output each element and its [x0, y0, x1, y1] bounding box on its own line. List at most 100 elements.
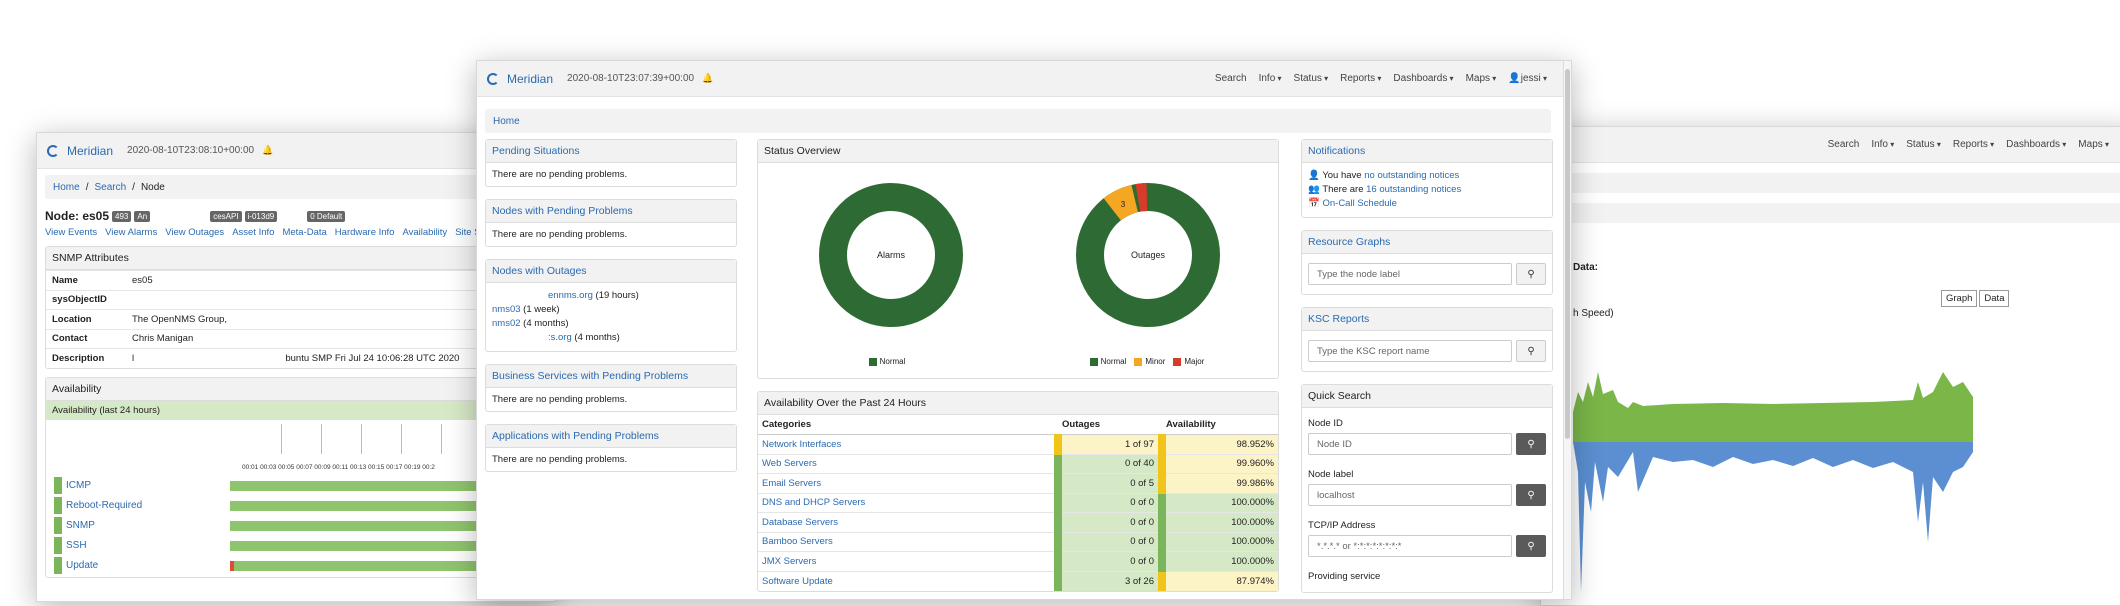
- tcpip-search-button[interactable]: ⚲: [1516, 535, 1546, 557]
- node-label-input[interactable]: Type the node label: [1308, 263, 1512, 285]
- menu-search[interactable]: Search: [1214, 73, 1247, 84]
- table-row: Description l buntu SMP Fri Jul 24 10:06:2…: [46, 348, 546, 368]
- traffic-graph: [1573, 372, 1973, 592]
- menu-search[interactable]: Search: [1827, 139, 1860, 150]
- category-link[interactable]: Network Interfaces: [762, 438, 842, 450]
- link-view-events[interactable]: View Events: [45, 227, 98, 238]
- menu-info[interactable]: Info: [1259, 73, 1282, 84]
- snmp-table: Name es05 sysObjectID Location The OpenNMS…: [46, 270, 546, 368]
- node-title: Node: es05: [45, 209, 110, 223]
- crumb-search[interactable]: Search: [94, 181, 127, 193]
- on-call-link[interactable]: On-Call Schedule: [1322, 198, 1397, 209]
- service-ssh[interactable]: SSH: [66, 540, 87, 551]
- status-overview-panel: Status Overview Alarms 40 Outages 3 36 N…: [757, 139, 1279, 379]
- outage-node[interactable]: :s.org: [548, 332, 572, 343]
- brand-name[interactable]: Meridian: [507, 71, 554, 86]
- service-row: SSH: [54, 537, 538, 554]
- category-link[interactable]: Email Servers: [762, 477, 822, 489]
- link-hardware-info[interactable]: Hardware Info: [334, 227, 395, 238]
- notifications-panel: Notifications 👤 You have no outstanding …: [1301, 139, 1553, 218]
- tcpip-input[interactable]: *.*.*.* or *:*:*:*:*:*:*:*: [1308, 535, 1512, 557]
- notifications-title[interactable]: Notifications: [1302, 140, 1552, 163]
- outage-node[interactable]: nms03: [492, 304, 521, 315]
- tcpip-label: TCP/IP Address: [1308, 520, 1376, 531]
- service-icmp[interactable]: ICMP: [66, 480, 91, 491]
- legend-minor: Minor: [1134, 357, 1165, 366]
- search-icon: ⚲: [1527, 489, 1535, 501]
- menu-dashboards[interactable]: Dashboards: [2006, 139, 2066, 150]
- menu-maps[interactable]: Maps: [1466, 73, 1497, 84]
- badge-label: An: [134, 210, 151, 222]
- service-reboot-required[interactable]: Reboot-Required: [66, 500, 143, 511]
- link-view-alarms[interactable]: View Alarms: [105, 227, 158, 238]
- business-services-title[interactable]: Business Services with Pending Problems: [486, 365, 736, 388]
- menu-reports[interactable]: Reports: [1340, 73, 1381, 84]
- pending-situations-title[interactable]: Pending Situations: [486, 140, 736, 163]
- search-button[interactable]: ⚲: [1516, 340, 1546, 362]
- my-notices-link[interactable]: no outstanding notices: [1364, 170, 1460, 181]
- legend-major: Major: [1173, 357, 1204, 366]
- menu-dashboards[interactable]: Dashboards: [1393, 73, 1453, 84]
- resource-graphs-title[interactable]: Resource Graphs: [1302, 231, 1552, 254]
- timeline-labels: 00:01 00:03 00:05 00:07 00:09 00:11 00:1…: [242, 464, 435, 471]
- nodes-pending-title[interactable]: Nodes with Pending Problems: [486, 200, 736, 223]
- status-overview-title: Status Overview: [758, 140, 1278, 163]
- col-availability: Availability: [1162, 415, 1278, 435]
- category-link[interactable]: Database Servers: [762, 516, 839, 528]
- node-label-search-button[interactable]: ⚲: [1516, 484, 1546, 506]
- col-outages: Outages: [1058, 415, 1162, 435]
- category-link[interactable]: DNS and DHCP Servers: [762, 497, 866, 509]
- availability-sub: Availability (last 24 hours): [46, 401, 546, 420]
- service-update[interactable]: Update: [66, 560, 99, 571]
- nodes-outages-title[interactable]: Nodes with Outages: [486, 260, 736, 283]
- crumb-home[interactable]: Home: [53, 181, 80, 193]
- node-id-search-button[interactable]: ⚲: [1516, 433, 1546, 455]
- category-link[interactable]: JMX Servers: [762, 555, 817, 567]
- category-link[interactable]: Bamboo Servers: [762, 536, 833, 548]
- service-snmp[interactable]: SNMP: [66, 520, 95, 531]
- menu-maps[interactable]: Maps: [2078, 139, 2109, 150]
- menu-reports[interactable]: Reports: [1953, 139, 1994, 150]
- service-row: SNMP: [54, 517, 538, 534]
- link-asset-info[interactable]: Asset Info: [232, 227, 275, 238]
- all-notices-link[interactable]: 16 outstanding notices: [1366, 184, 1462, 195]
- menu-status[interactable]: Status: [1294, 73, 1329, 84]
- link-availability[interactable]: Availability: [402, 227, 448, 238]
- providing-service-label: Providing service: [1308, 571, 1381, 582]
- bell-icon[interactable]: 🔔: [262, 145, 274, 155]
- ksc-report-input[interactable]: Type the KSC report name: [1308, 340, 1512, 362]
- badge-id: 493: [112, 210, 132, 222]
- outage-node[interactable]: ennms.org: [548, 290, 593, 301]
- brand-name[interactable]: Meridian: [67, 143, 114, 158]
- ksc-title[interactable]: KSC Reports: [1302, 308, 1552, 331]
- service-row: Update: [54, 557, 538, 574]
- bell-icon[interactable]: 🔔: [702, 73, 714, 83]
- table-row: DNS and DHCP Servers 0 of 0 100.000%: [758, 492, 1278, 513]
- outage-node[interactable]: nms02: [492, 318, 521, 329]
- service-list: ICMP Reboot-Required SNMP SSH Update: [46, 477, 546, 574]
- search-button[interactable]: ⚲: [1516, 263, 1546, 285]
- right-breadcrumb: [1541, 173, 2120, 193]
- applications-body: There are no pending problems.: [492, 454, 628, 465]
- tab-data[interactable]: Data: [1979, 290, 2010, 307]
- scrollbar[interactable]: [1563, 61, 1571, 599]
- applications-title[interactable]: Applications with Pending Problems: [486, 425, 736, 448]
- crumb-home[interactable]: Home: [493, 115, 520, 127]
- service-row: Reboot-Required: [54, 497, 538, 514]
- tab-graph[interactable]: Graph: [1941, 290, 1978, 307]
- node-id-input[interactable]: Node ID: [1308, 433, 1512, 455]
- link-site-status[interactable]: Site St: [455, 227, 484, 238]
- menu-user[interactable]: 👤jessi: [1508, 73, 1547, 84]
- link-meta-data[interactable]: Meta-Data: [282, 227, 327, 238]
- logo-icon[interactable]: [487, 72, 499, 85]
- center-navbar: Meridian 2020-08-10T23:07:39+00:00 🔔 Sea…: [477, 61, 1571, 97]
- badge-location: 0 Default: [307, 210, 346, 222]
- menu-status[interactable]: Status: [1906, 139, 1941, 150]
- category-link[interactable]: Software Update: [762, 575, 833, 587]
- inbound-area: [1573, 372, 1973, 442]
- category-link[interactable]: Web Servers: [762, 458, 817, 470]
- link-view-outages[interactable]: View Outages: [165, 227, 225, 238]
- logo-icon[interactable]: [47, 144, 59, 157]
- menu-info[interactable]: Info: [1871, 139, 1894, 150]
- node-label-input[interactable]: localhost: [1308, 484, 1512, 506]
